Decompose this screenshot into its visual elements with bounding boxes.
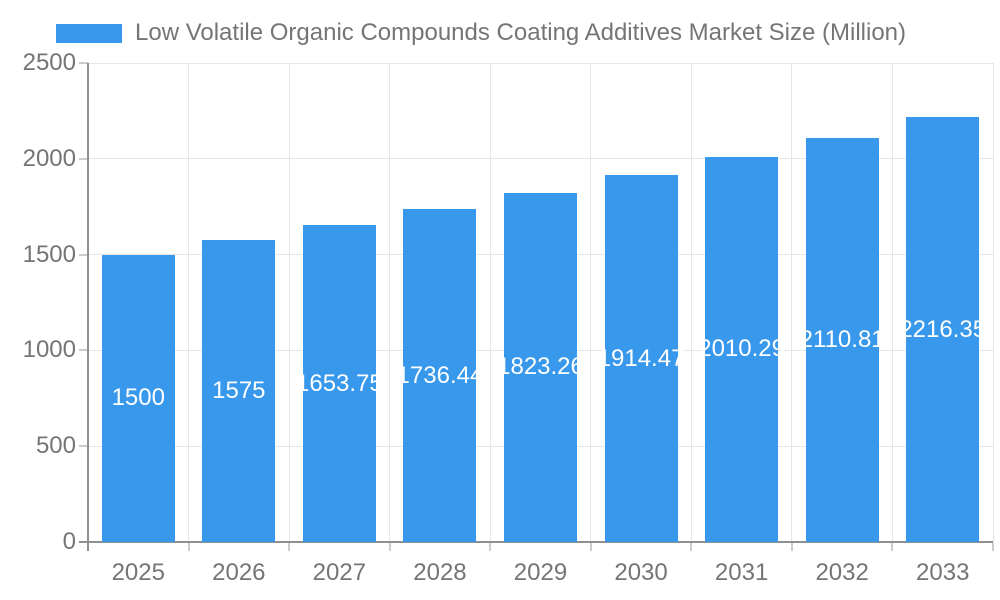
y-tick [79,445,88,448]
v-gridline [389,63,391,542]
v-gridline [791,63,793,542]
legend-label: Low Volatile Organic Compounds Coating A… [135,19,907,46]
h-gridline [88,62,993,64]
bar-value-label: 1653.75 [295,369,383,397]
v-gridline [992,63,994,542]
bar-value-label: 2110.81 [799,325,885,353]
y-axis-label: 2000 [22,144,76,172]
x-tick [388,543,391,551]
bar-value-label: 1914.47 [597,344,685,372]
x-axis-label: 2026 [212,559,266,586]
bar-2025[interactable] [101,254,175,542]
x-tick [891,543,894,551]
v-gridline [288,63,290,542]
x-tick [790,543,793,551]
x-axis-label: 2029 [513,559,568,586]
x-axis-label: 2030 [614,559,668,586]
y-axis-label: 1500 [22,240,76,268]
bar-value-label: 2010.29 [698,335,785,363]
v-gridline [489,63,491,542]
legend: Low Volatile Organic Compounds Coating A… [56,15,906,51]
y-axis-label: 1000 [22,336,76,364]
y-tick [79,62,88,64]
y-tick [79,349,88,352]
y-axis-label: 2500 [22,49,76,76]
x-axis-line [79,541,993,543]
y-axis-label: 0 [62,528,76,555]
x-axis-label: 2031 [714,559,769,586]
bar-2026[interactable] [202,240,276,542]
y-axis-label: 500 [35,432,76,460]
bar-value-label: 2216.35 [899,315,987,343]
x-tick [690,543,693,551]
x-axis-label: 2033 [916,559,970,586]
bar-value-label: 1500 [111,384,165,412]
v-gridline [891,63,893,542]
x-tick [187,543,190,551]
x-tick [489,543,492,551]
x-tick [589,543,592,551]
bar-2027[interactable] [302,225,376,542]
v-gridline [188,63,190,542]
bar-2028[interactable] [403,209,477,542]
x-tick [992,543,994,551]
v-gridline [590,63,592,542]
h-gridline [88,158,993,160]
x-tick [288,543,291,551]
bar-2031[interactable] [705,156,779,542]
bar-value-label: 1823.26 [497,353,584,381]
v-gridline [690,63,692,542]
y-tick [79,157,88,160]
bar-2033[interactable] [906,117,980,542]
x-axis-label: 2032 [815,559,869,586]
bar-2032[interactable] [805,137,879,542]
bar-value-label: 1736.44 [396,361,484,389]
x-axis-label: 2028 [413,559,467,586]
x-axis-label: 2025 [111,559,165,586]
bar-value-label: 1575 [212,377,266,405]
bar-2029[interactable] [504,192,577,542]
legend-swatch [56,23,122,43]
y-axis-line [87,63,89,551]
bar-2030[interactable] [604,175,678,542]
y-tick [79,253,88,256]
x-axis-label: 2027 [312,559,367,586]
